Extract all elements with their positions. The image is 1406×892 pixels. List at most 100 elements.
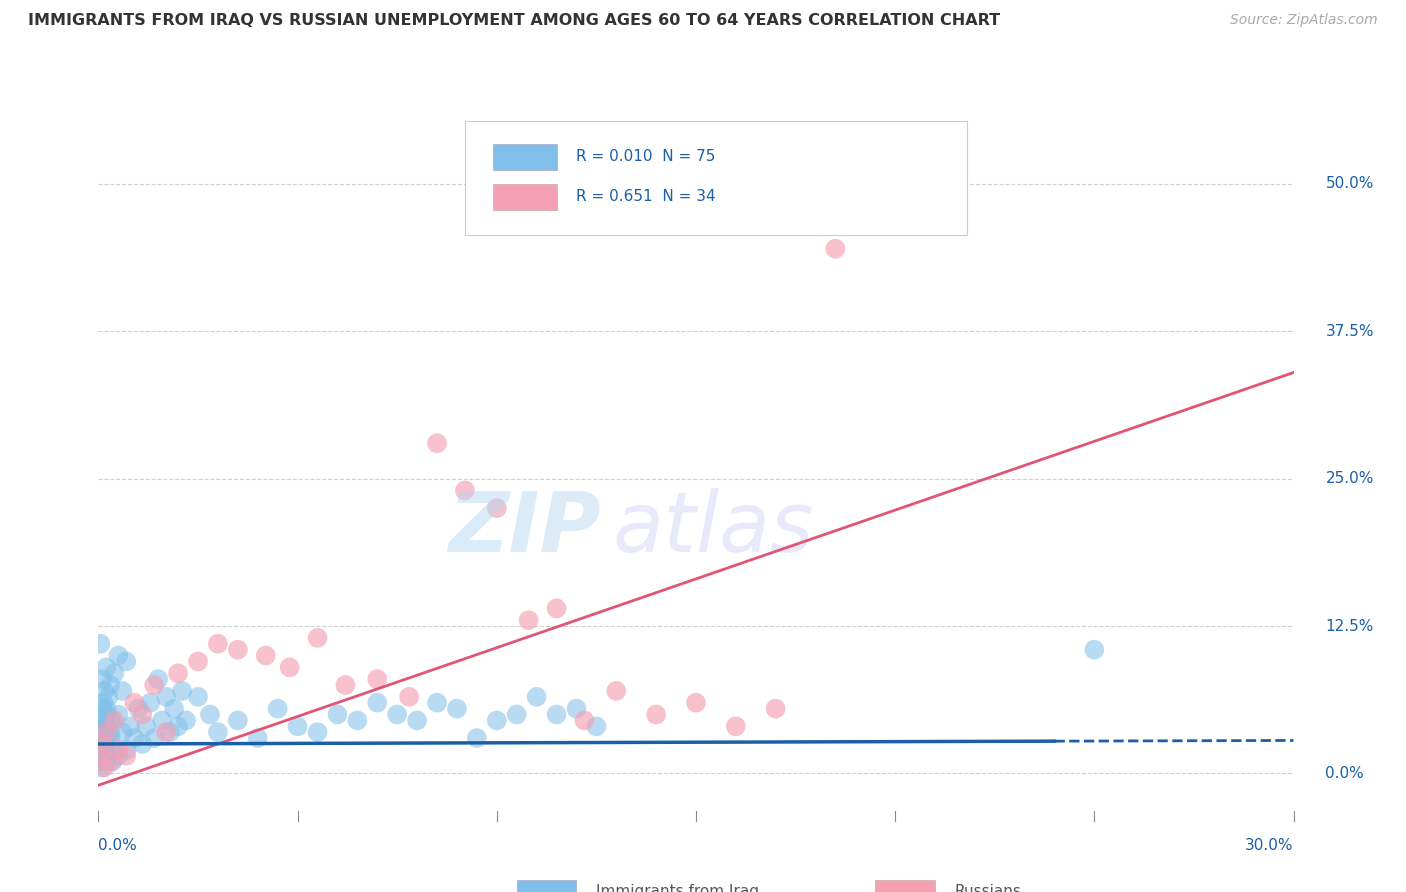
Point xyxy=(143,731,166,745)
Point xyxy=(198,707,221,722)
Point xyxy=(98,731,122,745)
Point xyxy=(91,737,114,751)
Point xyxy=(824,242,846,256)
Point xyxy=(96,701,118,715)
Point xyxy=(115,748,138,763)
Point xyxy=(115,655,138,669)
Point xyxy=(517,613,540,627)
Text: Russians: Russians xyxy=(955,884,1022,892)
Point xyxy=(426,696,449,710)
Text: 37.5%: 37.5% xyxy=(1326,324,1374,339)
Point xyxy=(91,725,114,739)
Point xyxy=(724,719,747,733)
Point xyxy=(96,725,118,739)
Point xyxy=(406,714,429,728)
Point xyxy=(91,696,114,710)
Point xyxy=(131,737,153,751)
Point xyxy=(465,731,488,745)
Point xyxy=(155,690,177,704)
Point xyxy=(111,725,134,739)
Point xyxy=(1083,642,1105,657)
FancyBboxPatch shape xyxy=(494,144,557,169)
Point xyxy=(131,707,153,722)
Point xyxy=(287,719,309,733)
Point xyxy=(91,748,114,763)
Text: IMMIGRANTS FROM IRAQ VS RUSSIAN UNEMPLOYMENT AMONG AGES 60 TO 64 YEARS CORRELATI: IMMIGRANTS FROM IRAQ VS RUSSIAN UNEMPLOY… xyxy=(28,13,1000,29)
Point xyxy=(167,719,190,733)
Text: 30.0%: 30.0% xyxy=(1246,838,1294,854)
Point xyxy=(426,436,449,450)
Point xyxy=(93,714,115,728)
Point xyxy=(89,719,111,733)
Text: 0.0%: 0.0% xyxy=(1326,766,1364,781)
Point xyxy=(89,637,111,651)
Point xyxy=(454,483,477,498)
Text: R = 0.010  N = 75: R = 0.010 N = 75 xyxy=(576,149,716,164)
Point xyxy=(307,725,329,739)
Point xyxy=(446,701,468,715)
Point xyxy=(97,690,120,704)
Point xyxy=(159,725,181,739)
Point xyxy=(526,690,548,704)
Point xyxy=(107,648,129,663)
Text: Immigrants from Iraq: Immigrants from Iraq xyxy=(596,884,759,892)
Point xyxy=(98,725,122,739)
Point xyxy=(124,731,146,745)
Point xyxy=(546,707,568,722)
Point xyxy=(398,690,420,704)
Point xyxy=(187,690,209,704)
Point xyxy=(94,719,117,733)
FancyBboxPatch shape xyxy=(494,184,557,210)
Point xyxy=(485,501,508,516)
Point xyxy=(98,678,122,692)
Point xyxy=(93,684,115,698)
Text: atlas: atlas xyxy=(612,488,814,569)
Point xyxy=(101,714,124,728)
Point xyxy=(685,696,707,710)
Point xyxy=(91,743,114,757)
Point xyxy=(565,701,588,715)
Point xyxy=(605,684,627,698)
Point xyxy=(96,660,118,674)
Point xyxy=(645,707,668,722)
Point xyxy=(93,731,115,745)
Text: 12.5%: 12.5% xyxy=(1326,618,1374,633)
Point xyxy=(111,684,134,698)
Text: 50.0%: 50.0% xyxy=(1326,177,1374,192)
Point xyxy=(120,719,142,733)
Point xyxy=(546,601,568,615)
Point xyxy=(139,696,162,710)
Point xyxy=(101,755,124,769)
Text: ZIP: ZIP xyxy=(447,488,600,569)
Point xyxy=(155,725,177,739)
Point xyxy=(167,666,190,681)
Point xyxy=(97,748,120,763)
Point xyxy=(366,696,388,710)
Point xyxy=(226,642,249,657)
Point xyxy=(90,761,112,775)
Text: 25.0%: 25.0% xyxy=(1326,471,1374,486)
Point xyxy=(135,719,157,733)
Point xyxy=(254,648,277,663)
Point xyxy=(506,707,529,722)
Point xyxy=(163,701,186,715)
Point xyxy=(366,672,388,686)
Point xyxy=(91,701,114,715)
Point xyxy=(585,719,607,733)
Text: 0.0%: 0.0% xyxy=(98,838,138,854)
Point xyxy=(207,637,229,651)
FancyBboxPatch shape xyxy=(465,121,967,235)
Point xyxy=(107,743,129,757)
Text: R = 0.651  N = 34: R = 0.651 N = 34 xyxy=(576,189,716,204)
Point xyxy=(765,701,787,715)
FancyBboxPatch shape xyxy=(517,880,576,892)
Point xyxy=(103,714,125,728)
Point xyxy=(103,666,125,681)
Point xyxy=(172,684,194,698)
Point xyxy=(150,714,173,728)
Point xyxy=(246,731,269,745)
Point xyxy=(89,737,111,751)
Point xyxy=(93,761,115,775)
Point xyxy=(115,743,138,757)
Point xyxy=(89,755,111,769)
